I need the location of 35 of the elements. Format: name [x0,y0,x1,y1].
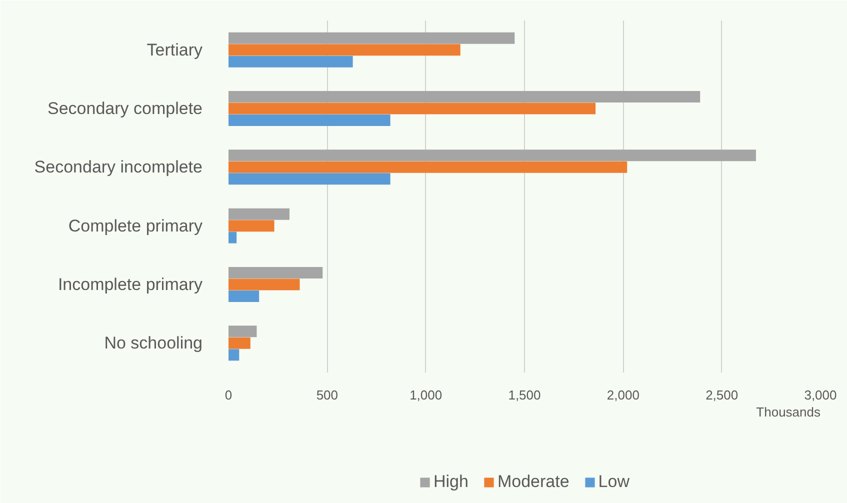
x-tick-label: 1,000 [410,388,442,402]
x-tick-label: 2,000 [606,388,640,402]
bar [228,102,596,114]
bar [228,290,260,302]
bar [228,267,323,279]
x-tick-label: 0 [224,388,232,402]
bar [228,220,274,232]
x-tick-label: 1,500 [508,388,541,402]
bar [228,337,250,349]
y-tick-label: Tertiary [146,40,203,60]
y-tick-label: No schooling [104,334,202,353]
bar [228,114,390,126]
legend-label: Low [598,472,630,492]
bar [228,173,390,185]
y-tick-label: Secondary complete [48,99,203,118]
x-axis-title: Thousands [756,404,821,420]
bar [228,278,300,290]
bar [228,32,515,44]
bar [228,232,237,244]
x-tick-label: 500 [316,388,338,402]
x-tick-label: 2,500 [706,388,738,402]
bar [228,91,700,103]
bar [228,326,257,338]
y-tick-label: Complete primary [68,216,203,236]
bar [228,349,240,361]
legend-label: High [434,472,468,492]
bar [228,161,628,173]
bar [228,208,290,220]
bar [228,44,460,56]
y-tick-label: Secondary incomplete [34,158,203,177]
bar [228,56,353,68]
x-tick-label: 3,000 [804,388,837,402]
y-tick-label: Incomplete primary [58,275,203,294]
bar [228,150,756,162]
legend-label: Moderate [497,472,570,492]
